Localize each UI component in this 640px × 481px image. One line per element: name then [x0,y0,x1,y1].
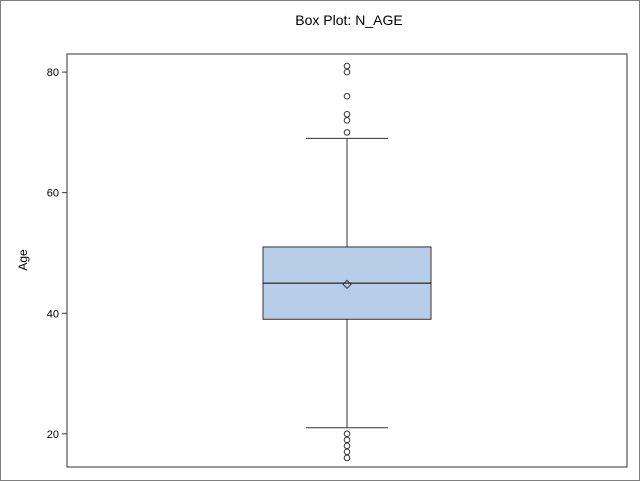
y-tick-label: 60 [47,188,59,200]
outlier-point [343,430,351,438]
outlier-point [343,129,351,136]
y-tick-label: 40 [47,308,59,320]
outlier-point [343,110,351,118]
y-tick-label: 80 [47,67,59,79]
outlier-point [343,92,351,100]
outlier-point [343,62,351,70]
y-tick-label: 20 [47,429,59,441]
y-axis-label: Age [16,249,30,271]
mean-marker [342,279,352,290]
chart-title: Box Plot: N_AGE [295,12,402,28]
box-plot-marks [262,62,432,462]
y-axis: 20 40 60 80 [47,67,67,441]
